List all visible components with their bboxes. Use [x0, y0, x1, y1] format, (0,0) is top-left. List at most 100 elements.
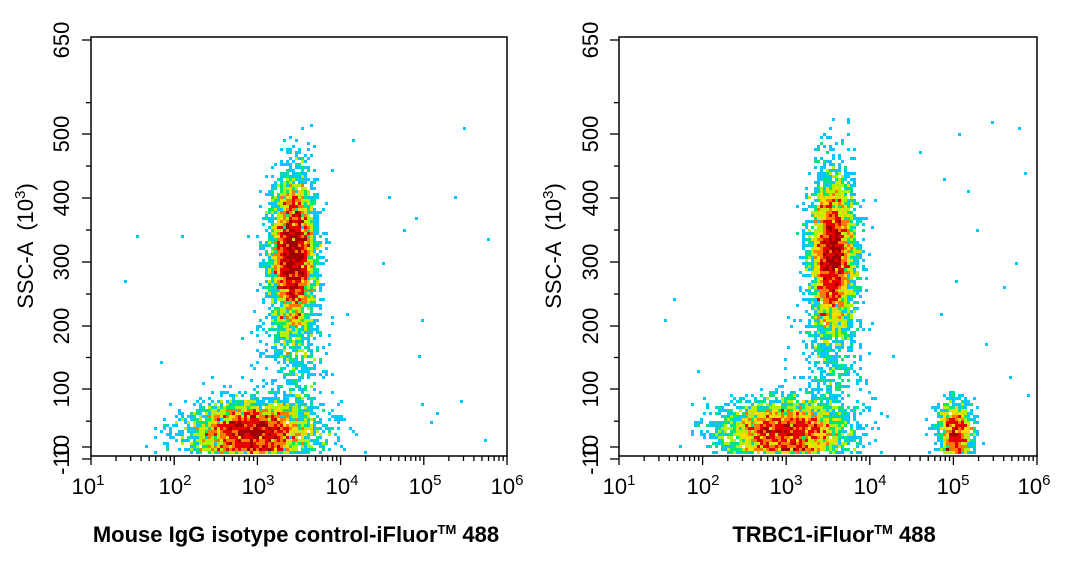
density-point — [802, 418, 805, 421]
density-point — [262, 439, 265, 442]
density-point — [193, 424, 196, 427]
density-point — [154, 427, 157, 430]
density-point — [817, 199, 820, 202]
density-point — [298, 334, 301, 337]
density-point — [166, 445, 169, 448]
density-point — [313, 196, 316, 199]
density-point — [802, 244, 805, 247]
density-point — [832, 292, 835, 295]
density-point — [319, 427, 322, 430]
density-point — [274, 334, 277, 337]
density-point — [295, 301, 298, 304]
density-point — [280, 328, 283, 331]
density-point — [955, 433, 958, 436]
density-point — [823, 328, 826, 331]
density-point — [274, 226, 277, 229]
density-point — [982, 442, 985, 445]
plot-frame-right — [618, 36, 1038, 457]
density-point — [784, 409, 787, 412]
density-point — [850, 439, 853, 442]
density-point — [832, 409, 835, 412]
density-point — [841, 391, 844, 394]
density-point — [295, 439, 298, 442]
density-point — [196, 412, 199, 415]
density-point — [799, 436, 802, 439]
density-point — [301, 253, 304, 256]
density-point — [292, 196, 295, 199]
density-point — [253, 406, 256, 409]
density-point — [802, 208, 805, 211]
density-point — [778, 439, 781, 442]
density-point — [853, 241, 856, 244]
density-point — [196, 418, 199, 421]
density-point — [826, 304, 829, 307]
density-point — [295, 277, 298, 280]
density-point — [322, 424, 325, 427]
density-point — [949, 448, 952, 451]
density-point — [814, 187, 817, 190]
density-point — [853, 250, 856, 253]
density-point — [811, 343, 814, 346]
density-point — [838, 298, 841, 301]
density-point — [232, 415, 235, 418]
density-point — [745, 421, 748, 424]
density-point — [850, 295, 853, 298]
density-point — [832, 355, 835, 358]
density-point — [838, 415, 841, 418]
density-point — [313, 397, 316, 400]
density-point — [277, 250, 280, 253]
density-point — [859, 358, 862, 361]
density-point — [814, 448, 817, 451]
density-point — [844, 304, 847, 307]
density-point — [268, 244, 271, 247]
density-point — [814, 379, 817, 382]
density-point — [289, 403, 292, 406]
density-point — [832, 244, 835, 247]
density-point — [955, 451, 958, 454]
density-point — [841, 217, 844, 220]
density-point — [283, 175, 286, 178]
density-point — [967, 190, 970, 193]
density-point — [832, 397, 835, 400]
density-point — [853, 226, 856, 229]
density-point — [277, 442, 280, 445]
density-point — [832, 334, 835, 337]
density-point — [307, 313, 310, 316]
density-point — [820, 244, 823, 247]
density-point — [259, 262, 262, 265]
density-point — [820, 400, 823, 403]
density-point — [283, 190, 286, 193]
density-point — [844, 223, 847, 226]
density-point — [820, 325, 823, 328]
density-point — [826, 268, 829, 271]
density-point — [850, 196, 853, 199]
density-point — [838, 196, 841, 199]
density-point — [760, 439, 763, 442]
density-point — [193, 433, 196, 436]
density-point — [193, 418, 196, 421]
density-point — [793, 394, 796, 397]
density-point — [307, 316, 310, 319]
density-point — [823, 175, 826, 178]
density-point — [277, 340, 280, 343]
density-point — [226, 427, 229, 430]
density-point — [286, 250, 289, 253]
density-point — [181, 430, 184, 433]
density-point — [829, 253, 832, 256]
density-point — [265, 274, 268, 277]
density-point — [865, 382, 868, 385]
density-point — [841, 451, 844, 454]
density-point — [958, 427, 961, 430]
density-point — [814, 388, 817, 391]
density-point — [208, 424, 211, 427]
density-point — [277, 325, 280, 328]
density-point — [220, 421, 223, 424]
density-point — [811, 247, 814, 250]
density-point — [283, 316, 286, 319]
density-point — [232, 436, 235, 439]
density-point — [274, 343, 277, 346]
density-point — [832, 187, 835, 190]
density-point — [289, 136, 292, 139]
density-point — [298, 307, 301, 310]
density-point — [289, 184, 292, 187]
